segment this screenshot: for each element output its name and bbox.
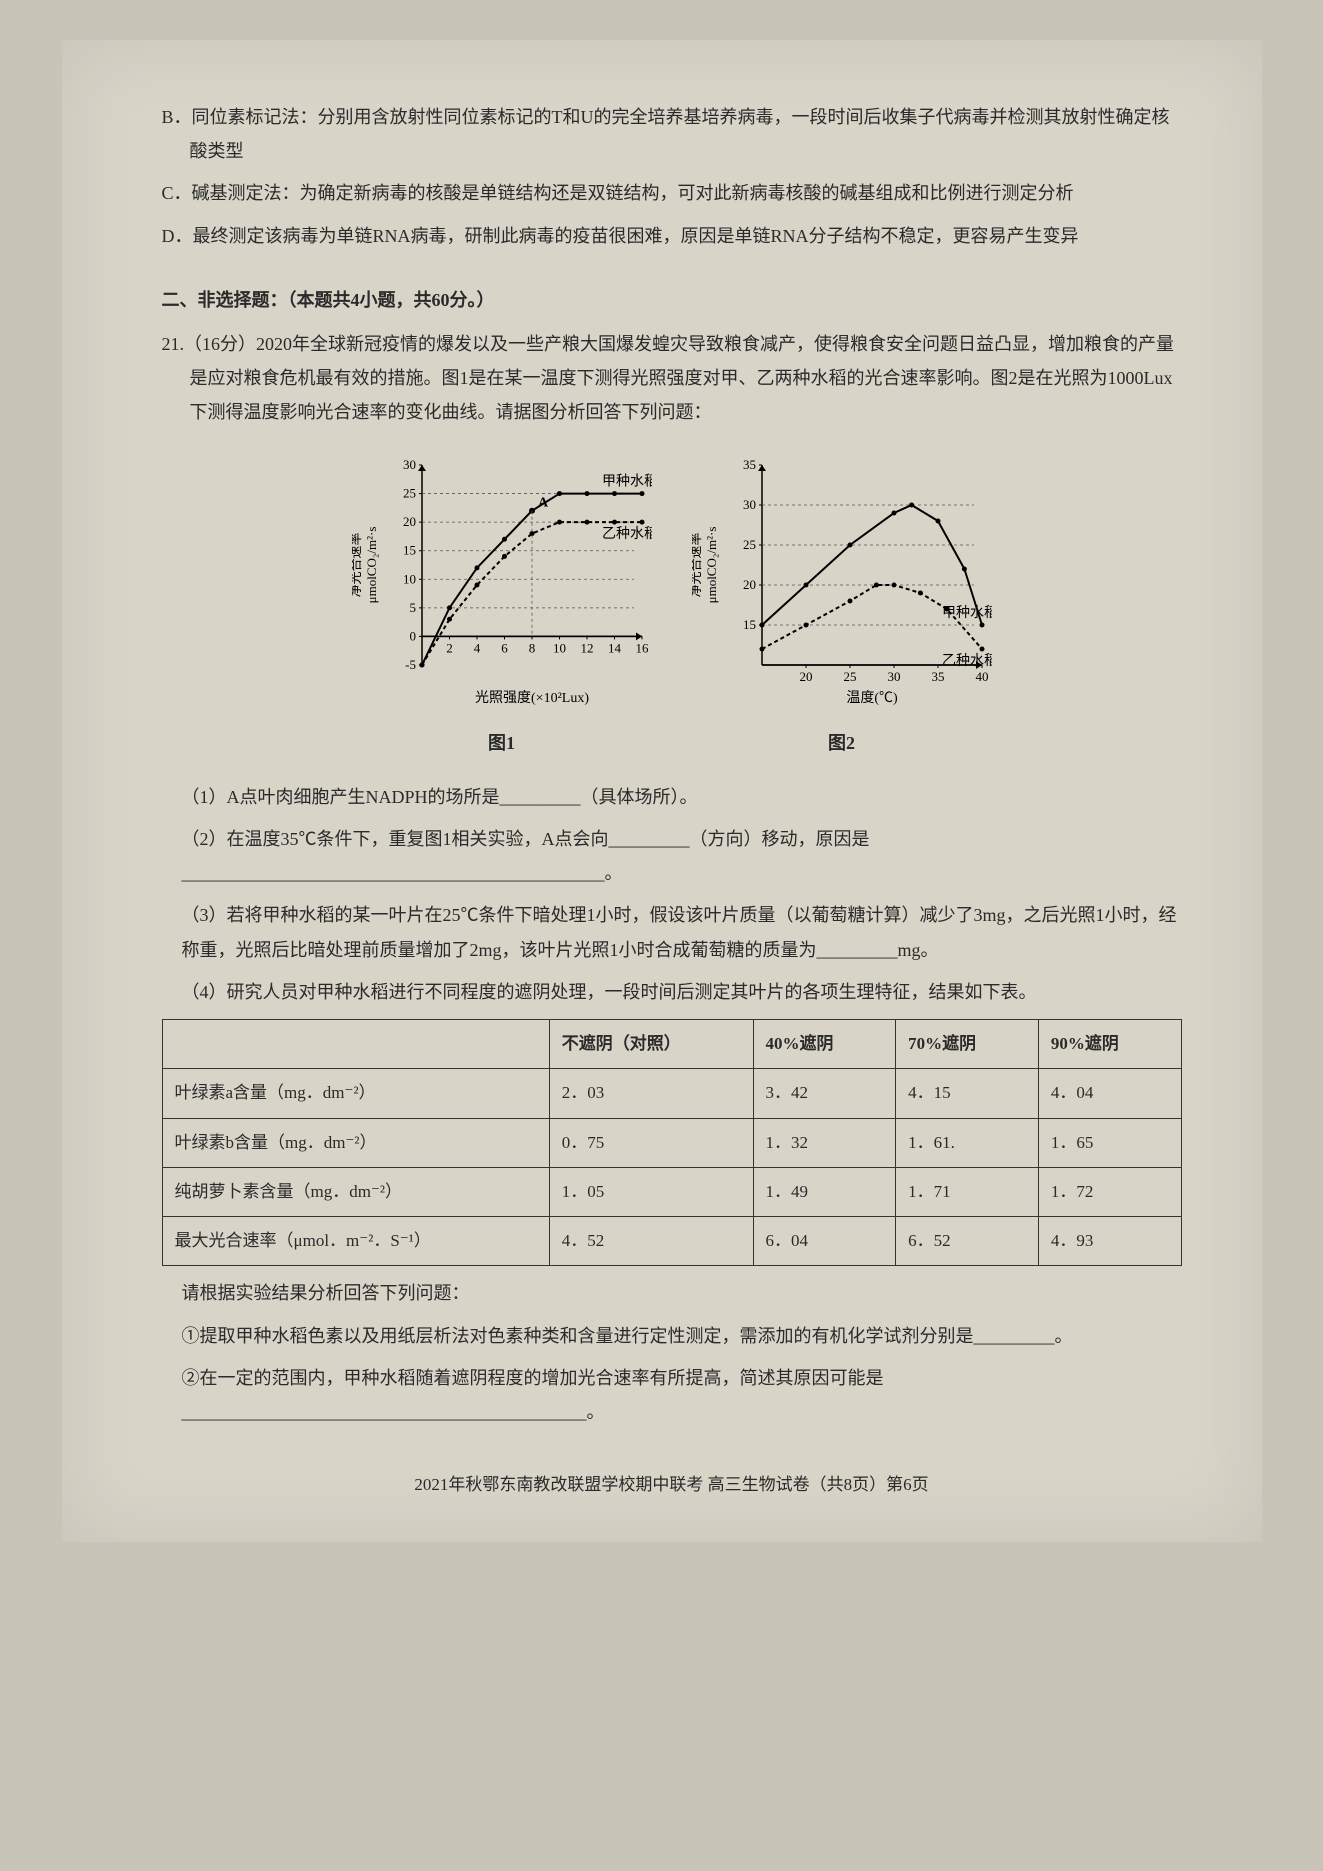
svg-text:A: A xyxy=(538,495,549,510)
svg-text:2: 2 xyxy=(446,640,453,655)
svg-text:4: 4 xyxy=(473,640,480,655)
svg-text:μmolCO₂/m²·s: μmolCO₂/m²·s xyxy=(364,526,379,603)
table-header-row: 不遮阴（对照）40%遮阴70%遮阴90%遮阴 xyxy=(162,1020,1181,1069)
svg-text:25: 25 xyxy=(403,485,416,500)
table-cell: 最大光合速率（μmol．m⁻²．S⁻¹） xyxy=(162,1217,549,1266)
svg-text:0: 0 xyxy=(409,628,416,643)
svg-text:30: 30 xyxy=(887,669,900,684)
chart1-container: -5 0 5 10 15 20 25 30 2 4 6 8 10 12 14 16 A 甲种水稻乙种水稻光照强度(… xyxy=(352,450,652,760)
table-cell: 1．05 xyxy=(549,1167,753,1216)
svg-text:光照强度(×10²Lux): 光照强度(×10²Lux) xyxy=(475,690,589,706)
svg-text:乙种水稻: 乙种水稻 xyxy=(602,526,652,542)
table-cell: 1．32 xyxy=(753,1118,896,1167)
table-row: 纯胡萝卜素含量（mg．dm⁻²）1．051．491．711．72 xyxy=(162,1167,1181,1216)
table-cell: 纯胡萝卜素含量（mg．dm⁻²） xyxy=(162,1167,549,1216)
chart2: 15 20 25 30 35 20 25 30 35 40 甲种水稻乙种水稻温度(℃) 净光合速率μm… xyxy=(692,450,992,710)
table-cell: 叶绿素b含量（mg．dm⁻²） xyxy=(162,1118,549,1167)
data-table: 不遮阴（对照）40%遮阴70%遮阴90%遮阴 叶绿素a含量（mg．dm⁻²）2．… xyxy=(162,1019,1182,1266)
svg-text:6: 6 xyxy=(501,640,508,655)
table-cell: 1．49 xyxy=(753,1167,896,1216)
table-body: 叶绿素a含量（mg．dm⁻²）2．033．424．154．04叶绿素b含量（mg… xyxy=(162,1069,1181,1266)
table-header-cell: 70%遮阴 xyxy=(896,1020,1039,1069)
q21-sub4-q: 请根据实验结果分析回答下列问题： xyxy=(162,1276,1182,1310)
q21-sub4-2: ②在一定的范围内，甲种水稻随着遮阴程度的增加光合速率有所提高，简述其原因可能是_… xyxy=(162,1361,1182,1429)
table-cell: 1．65 xyxy=(1038,1118,1181,1167)
svg-text:30: 30 xyxy=(743,497,756,512)
option-d: D．最终测定该病毒为单链RNA病毒，研制此病毒的疫苗很困难，原因是单链RNA分子… xyxy=(162,219,1182,253)
chart-row: -5051015202530246810121416A甲种水稻乙种水稻光照强度(… xyxy=(162,450,1182,760)
table-row: 叶绿素a含量（mg．dm⁻²）2．033．424．154．04 xyxy=(162,1069,1181,1118)
svg-text:10: 10 xyxy=(553,640,566,655)
q21-sub2: （2）在温度35℃条件下，重复图1相关实验，A点会向_________（方向）移… xyxy=(162,822,1182,890)
q21-sub1: （1）A点叶肉细胞产生NADPH的场所是_________（具体场所）。 xyxy=(162,780,1182,814)
table-header-cell: 40%遮阴 xyxy=(753,1020,896,1069)
table-cell: 6．04 xyxy=(753,1217,896,1266)
svg-text:20: 20 xyxy=(743,577,756,592)
table-cell: 1．72 xyxy=(1038,1167,1181,1216)
table-row: 叶绿素b含量（mg．dm⁻²）0．751．321．61.1．65 xyxy=(162,1118,1181,1167)
svg-text:12: 12 xyxy=(580,640,593,655)
table-cell: 3．42 xyxy=(753,1069,896,1118)
svg-text:40: 40 xyxy=(975,669,988,684)
svg-text:净光合速率: 净光合速率 xyxy=(352,532,363,597)
table-cell: 叶绿素a含量（mg．dm⁻²） xyxy=(162,1069,549,1118)
q21-sub4-1: ①提取甲种水稻色素以及用纸层析法对色素种类和含量进行定性测定，需添加的有机化学试… xyxy=(162,1319,1182,1353)
svg-text:16: 16 xyxy=(635,640,649,655)
table-cell: 4．04 xyxy=(1038,1069,1181,1118)
section2-header: 二、非选择题：（本题共4小题，共60分。） xyxy=(162,283,1182,317)
table-cell: 6．52 xyxy=(896,1217,1039,1266)
table-cell: 4．52 xyxy=(549,1217,753,1266)
table-cell: 0．75 xyxy=(549,1118,753,1167)
table-cell: 1．61. xyxy=(896,1118,1039,1167)
option-b: B．同位素标记法：分别用含放射性同位素标记的T和U的完全培养基培养病毒，一段时间… xyxy=(162,100,1182,168)
page-footer: 2021年秋鄂东南教改联盟学校期中联考 高三生物试卷（共8页）第6页 xyxy=(162,1469,1182,1501)
chart2-container: 15 20 25 30 35 20 25 30 35 40 甲种水稻乙种水稻温度(℃) 净光合速率μm… xyxy=(692,450,992,760)
table-header-cell xyxy=(162,1020,549,1069)
table-cell: 1．71 xyxy=(896,1167,1039,1216)
svg-text:温度(℃): 温度(℃) xyxy=(846,690,898,706)
q21-sub3: （3）若将甲种水稻的某一叶片在25℃条件下暗处理1小时，假设该叶片质量（以葡萄糖… xyxy=(162,898,1182,966)
svg-text:20: 20 xyxy=(403,514,416,529)
svg-text:净光合速率: 净光合速率 xyxy=(692,532,703,597)
svg-text:25: 25 xyxy=(743,537,756,552)
chart1: -5 0 5 10 15 20 25 30 2 4 6 8 10 12 14 16 A 甲种水稻乙种水稻光照强度(… xyxy=(352,450,652,710)
q21-stem: 21.（16分）2020年全球新冠疫情的爆发以及一些产粮大国爆发蝗灾导致粮食减产… xyxy=(162,327,1182,430)
exam-page: B．同位素标记法：分别用含放射性同位素标记的T和U的完全培养基培养病毒，一段时间… xyxy=(62,40,1262,1542)
svg-text:甲种水稻: 甲种水稻 xyxy=(602,473,652,489)
svg-text:甲种水稻: 甲种水稻 xyxy=(942,605,992,621)
svg-text:35: 35 xyxy=(743,457,756,472)
svg-text:14: 14 xyxy=(608,640,622,655)
svg-text:-5: -5 xyxy=(405,657,416,672)
table-header-cell: 不遮阴（对照） xyxy=(549,1020,753,1069)
table-row: 最大光合速率（μmol．m⁻²．S⁻¹）4．526．046．524．93 xyxy=(162,1217,1181,1266)
chart1-title: 图1 xyxy=(352,726,652,760)
table-cell: 2．03 xyxy=(549,1069,753,1118)
svg-text:10: 10 xyxy=(403,571,416,586)
table-cell: 4．93 xyxy=(1038,1217,1181,1266)
svg-text:乙种水稻: 乙种水稻 xyxy=(942,653,992,669)
table-header-cell: 90%遮阴 xyxy=(1038,1020,1181,1069)
option-c: C．碱基测定法：为确定新病毒的核酸是单链结构还是双链结构，可对此新病毒核酸的碱基… xyxy=(162,176,1182,210)
svg-text:15: 15 xyxy=(743,617,756,632)
svg-text:μmolCO₂/m²·s: μmolCO₂/m²·s xyxy=(704,526,719,603)
chart2-title: 图2 xyxy=(692,726,992,760)
q21-sub4-intro: （4）研究人员对甲种水稻进行不同程度的遮阴处理，一段时间后测定其叶片的各项生理特… xyxy=(162,975,1182,1009)
svg-text:15: 15 xyxy=(403,542,416,557)
svg-text:8: 8 xyxy=(528,640,535,655)
svg-text:35: 35 xyxy=(931,669,944,684)
svg-text:25: 25 xyxy=(843,669,856,684)
svg-text:5: 5 xyxy=(409,599,416,614)
svg-text:20: 20 xyxy=(799,669,812,684)
svg-text:30: 30 xyxy=(403,457,416,472)
table-cell: 4．15 xyxy=(896,1069,1039,1118)
